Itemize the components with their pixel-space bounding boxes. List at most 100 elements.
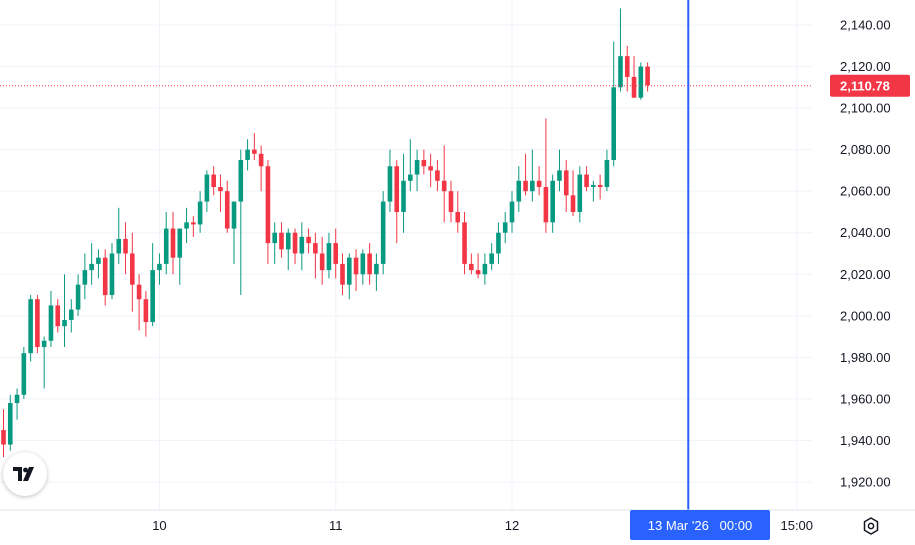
candle (374, 253, 379, 291)
candle (502, 211, 508, 244)
candle-body (313, 243, 318, 254)
candle (591, 180, 596, 202)
candle-body (157, 263, 162, 271)
candle (448, 180, 454, 223)
candle-body (191, 222, 196, 225)
candle-body (441, 180, 447, 192)
candle-body (319, 253, 325, 271)
candle-body (143, 299, 149, 323)
candle (21, 346, 27, 399)
chart-grid (0, 0, 812, 510)
price-tick-label: 1,940.00 (840, 433, 891, 448)
candle-body (428, 166, 433, 171)
chart-settings-gear-icon[interactable] (858, 513, 884, 539)
candle-body (435, 170, 440, 181)
candle (414, 149, 420, 192)
candle (1, 409, 6, 458)
candle-body (346, 257, 352, 285)
candle (597, 174, 603, 200)
candle (252, 133, 257, 161)
candle (218, 174, 223, 212)
candle-body (543, 187, 549, 223)
candle (102, 249, 108, 306)
candle-body (353, 257, 359, 275)
candle (421, 149, 427, 175)
candle (577, 166, 583, 223)
tv-logo-glyph-icon (13, 467, 34, 481)
price-tick-label: 2,020.00 (840, 267, 891, 282)
candle-body (55, 305, 61, 327)
candle-body (638, 66, 644, 98)
candle-body (530, 180, 535, 192)
price-tick-label: 2,060.00 (840, 184, 891, 199)
candle (28, 295, 33, 362)
time-axis-background[interactable] (0, 510, 915, 545)
time-tick-label: 15:00 (780, 518, 813, 533)
candle (618, 8, 623, 92)
candle-body (374, 263, 379, 275)
candle-body (21, 353, 27, 395)
candle (306, 228, 311, 254)
candle (536, 166, 542, 196)
candle-body (299, 236, 305, 254)
candle-body (502, 222, 508, 233)
candle (563, 160, 569, 212)
tradingview-logo-icon[interactable] (3, 452, 47, 496)
candle-body (611, 87, 616, 161)
price-tick-label: 1,960.00 (840, 391, 891, 406)
candle-body (401, 180, 406, 212)
candle-body (577, 174, 583, 212)
candle (624, 45, 630, 92)
price-tick-label: 1,980.00 (840, 350, 891, 365)
candle-body (130, 253, 135, 285)
candle (645, 62, 650, 92)
candle (82, 253, 88, 300)
candle-body (448, 191, 454, 212)
candle (231, 201, 237, 264)
candle (96, 249, 101, 279)
time-axis[interactable]: 10 11 12 15:00 (152, 518, 813, 533)
candle (184, 207, 189, 244)
candle (570, 170, 576, 217)
candle-body (306, 236, 311, 244)
price-axis[interactable]: 1,920.00 1,940.00 1,960.00 1,980.00 2,000.00… (840, 18, 891, 490)
candle-body (163, 228, 169, 264)
candle (489, 243, 494, 271)
candle-body (475, 270, 481, 275)
candle-body (279, 232, 284, 250)
candle (197, 191, 203, 233)
candle (408, 139, 413, 192)
candle-body (591, 184, 596, 188)
candle-body (333, 243, 339, 264)
price-tick-label: 2,080.00 (840, 142, 891, 157)
candle (191, 216, 196, 237)
candle-body (211, 174, 216, 188)
candle (475, 253, 481, 279)
candle-body (326, 243, 332, 271)
crosshair-time-label: 13 Mar '26 00:00 (648, 518, 752, 533)
candle (41, 336, 47, 389)
candle-body (28, 299, 33, 354)
candle (130, 232, 135, 312)
candle (116, 207, 122, 264)
candle (516, 166, 522, 212)
time-tick-label: 10 (152, 518, 166, 533)
candle-body (75, 284, 81, 310)
candle-body (82, 270, 88, 285)
candle (292, 228, 298, 264)
candle-body (204, 174, 210, 202)
last-price-tag: 2,110.78 (830, 74, 910, 97)
candle (435, 160, 440, 192)
candle-body (245, 149, 250, 161)
price-tick-label: 2,040.00 (840, 225, 891, 240)
candle-body (624, 56, 630, 77)
candle (638, 62, 644, 100)
candle (14, 388, 20, 420)
candle (272, 222, 277, 264)
candle (319, 236, 325, 285)
candle (35, 295, 40, 354)
candle-body (7, 403, 13, 445)
candle (89, 243, 94, 285)
candle (360, 249, 366, 285)
